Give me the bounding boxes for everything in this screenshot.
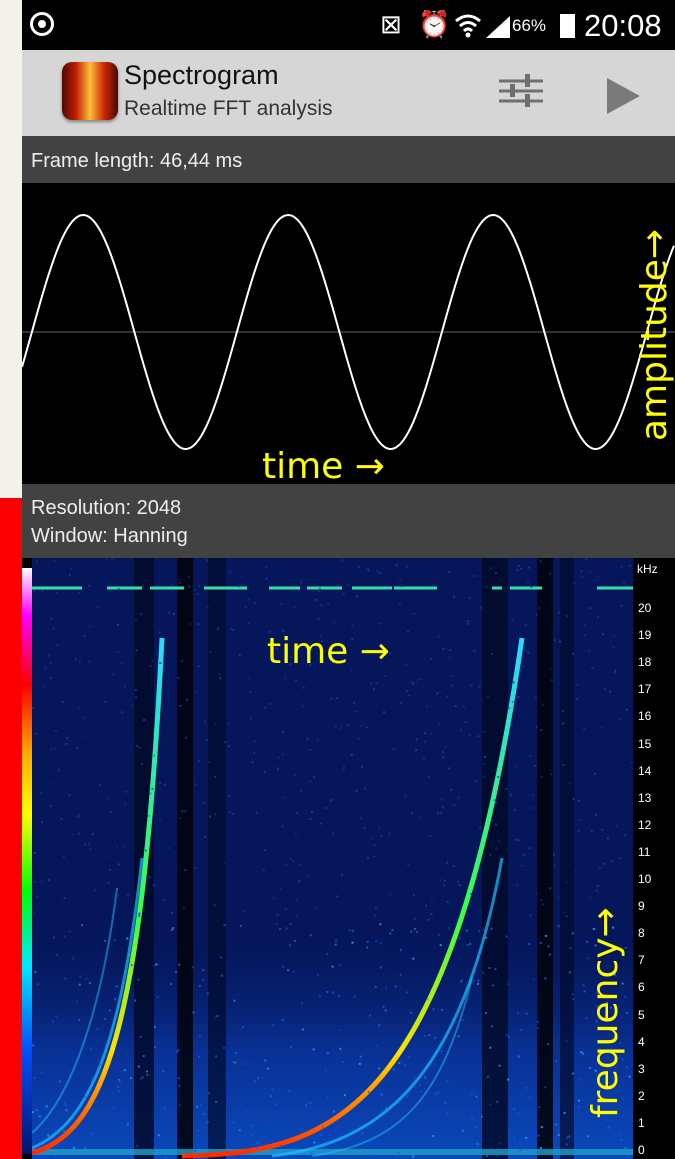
frequency-tick-label: 4 — [638, 1034, 645, 1049]
waveform-line — [22, 213, 675, 451]
time-annotation: time → — [262, 446, 385, 487]
wifi-icon — [455, 14, 481, 38]
battery-percentage: 66% — [512, 16, 547, 35]
frequency-tick-label: 9 — [638, 899, 645, 914]
alarm-icon: ⏰ — [418, 10, 451, 40]
frequency-tick-label: 17 — [638, 682, 652, 697]
colormap-bar — [22, 568, 32, 1154]
frequency-tick-label: 2 — [638, 1088, 645, 1103]
spectrum-info-bar: Resolution: 2048 Window: Hanning — [22, 484, 675, 558]
silence-gap — [537, 558, 553, 1159]
frequency-tick-label: 13 — [638, 790, 652, 805]
chirp-harmonic — [271, 857, 504, 1158]
axis-unit-label: kHz — [637, 562, 658, 576]
app-title: Spectrogram — [124, 60, 279, 90]
chirp-harmonic — [311, 977, 473, 1157]
silence-gap — [482, 558, 508, 1159]
frequency-tick-label: 20 — [638, 601, 652, 615]
resolution-label: Resolution: 2048 — [31, 497, 182, 519]
signal-icon — [486, 16, 510, 38]
frequency-tick-label: 19 — [638, 628, 652, 643]
time-annotation: time → — [267, 631, 390, 672]
frequency-axis: kHz 20 19 18 17 16 15 14 13 12 11 10 9 8 7 6 5 4 3 2 1 0 — [633, 558, 675, 1159]
frequency-tick-label: 6 — [638, 980, 645, 995]
silence-gap — [177, 558, 193, 1159]
clock: 20:08 — [584, 8, 662, 43]
app-notification-icon — [30, 12, 54, 36]
frequency-tick-label: 12 — [638, 817, 652, 832]
chirp-fundamental — [181, 637, 525, 1159]
amplitude-annotation: amplitude→ — [634, 228, 675, 441]
spectrogram-canvas — [32, 558, 633, 1159]
frequency-tick-label: 14 — [638, 763, 652, 778]
spectral-noise — [32, 558, 633, 1159]
waveform-panel: time → amplitude→ — [22, 183, 675, 487]
frequency-tick-label: 1 — [638, 1115, 645, 1130]
frequency-tick-label: 16 — [638, 709, 652, 724]
silence-gap — [560, 558, 574, 1159]
frequency-tick-label: 18 — [638, 655, 652, 670]
spectrogram-panel: time → frequency→ kHz 20 19 18 17 16 15 14 13 12… — [22, 558, 675, 1159]
waveform-plot — [22, 213, 675, 451]
red-edge-bar — [0, 498, 22, 1159]
settings-sliders-icon[interactable] — [496, 66, 546, 116]
frequency-tick-label: 10 — [638, 872, 652, 886]
phone-screen: ⊠ ⏰ 66% 20:08 Spectrogram Realtime FFT a… — [22, 0, 675, 1159]
frequency-tick-label: 11 — [638, 844, 651, 859]
app-logo-icon[interactable] — [62, 62, 118, 120]
battery-icon — [560, 14, 575, 38]
chirp-harmonic — [32, 887, 118, 1134]
chirp-harmonic — [32, 857, 144, 1150]
frequency-tick-label: 8 — [638, 926, 645, 941]
mute-icon: ⊠ — [380, 10, 402, 40]
frame-info-bar: Frame length: 46,44 ms — [22, 136, 675, 183]
silence-gap — [208, 558, 226, 1159]
status-bar: ⊠ ⏰ 66% 20:08 — [22, 0, 675, 50]
window-label: Window: Hanning — [31, 525, 188, 547]
frequency-tick-label: 0 — [638, 1143, 645, 1157]
frequency-tick-label: 3 — [638, 1061, 645, 1076]
app-bar: Spectrogram Realtime FFT analysis — [22, 50, 675, 136]
frequency-tick-label: 5 — [638, 1007, 645, 1022]
spectrogram-image: time → frequency→ — [32, 558, 633, 1159]
frequency-tick-label: 15 — [638, 736, 652, 751]
frequency-tick-label: 7 — [638, 953, 645, 968]
frequency-annotation: frequency→ — [585, 907, 626, 1118]
play-icon[interactable] — [607, 78, 640, 114]
app-subtitle: Realtime FFT analysis — [124, 97, 333, 120]
frame-length-label: Frame length: 46,44 ms — [31, 150, 243, 172]
